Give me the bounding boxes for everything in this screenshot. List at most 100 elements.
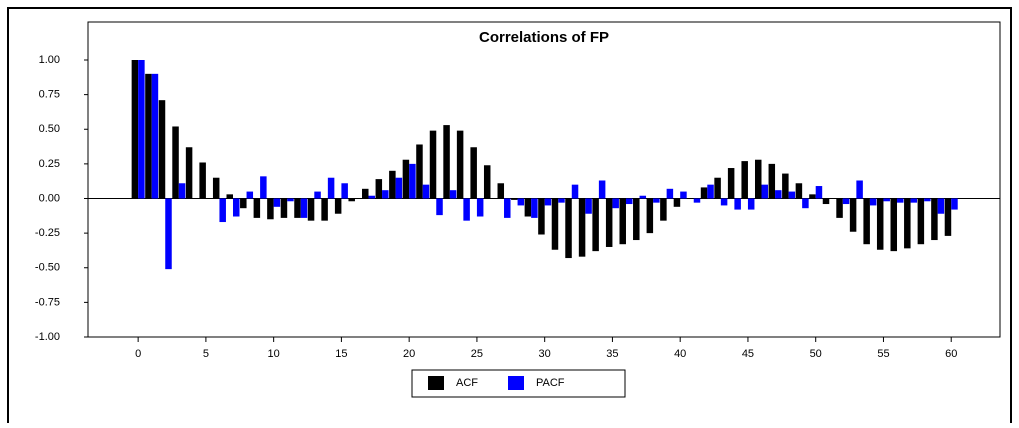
- bar: [565, 198, 572, 259]
- bar: [212, 177, 220, 199]
- bar: [463, 198, 470, 221]
- bar: [240, 198, 247, 209]
- bar: [524, 198, 532, 217]
- bar: [693, 198, 701, 203]
- bar: [917, 198, 925, 245]
- bar: [761, 184, 768, 199]
- x-tick-label: 55: [877, 348, 889, 360]
- bar: [951, 198, 958, 210]
- bar: [924, 198, 931, 202]
- bar: [660, 198, 667, 221]
- bar: [720, 198, 728, 206]
- bar: [294, 198, 301, 218]
- bar: [314, 191, 321, 199]
- bar: [876, 198, 884, 250]
- bar: [578, 198, 586, 257]
- x-tick-label: 0: [135, 348, 141, 360]
- bar: [856, 180, 863, 199]
- bar: [707, 184, 714, 199]
- x-tick-label: 20: [403, 348, 415, 360]
- y-tick-label: -0.25: [35, 227, 60, 239]
- bar: [592, 198, 599, 252]
- bar: [605, 198, 613, 247]
- plot-frame: [87, 21, 1001, 338]
- bar: [416, 144, 423, 199]
- bar: [517, 198, 525, 206]
- legend-label: PACF: [536, 377, 565, 389]
- y-tick-label: -0.75: [35, 296, 60, 308]
- bar: [185, 147, 193, 199]
- bar: [382, 190, 389, 199]
- bar: [795, 183, 803, 199]
- bar: [869, 198, 877, 206]
- bar: [273, 198, 281, 207]
- bar: [612, 198, 619, 209]
- bar: [389, 170, 396, 199]
- bar: [809, 194, 816, 199]
- bar: [544, 198, 552, 206]
- bar: [476, 198, 484, 217]
- bar: [585, 198, 592, 214]
- bar: [362, 188, 369, 199]
- bar: [429, 130, 437, 199]
- chart-title: Correlations of FP: [479, 29, 609, 46]
- bar: [741, 161, 748, 199]
- bar: [937, 198, 945, 214]
- bar: [782, 173, 789, 199]
- bar: [883, 198, 890, 202]
- bar: [470, 147, 477, 199]
- bar: [497, 183, 505, 199]
- bar: [551, 198, 559, 250]
- bar: [199, 162, 206, 199]
- bar: [815, 186, 823, 199]
- bar: [849, 198, 857, 232]
- bar: [910, 198, 918, 203]
- legend-swatch: [508, 376, 524, 390]
- bar: [341, 183, 348, 199]
- bar: [449, 190, 457, 199]
- bar: [348, 198, 355, 202]
- bar: [680, 191, 687, 199]
- bar: [287, 198, 294, 202]
- x-tick-label: 30: [539, 348, 551, 360]
- bar: [598, 180, 606, 199]
- bar: [246, 191, 254, 199]
- bar: [944, 198, 952, 236]
- bar: [138, 60, 145, 199]
- bar: [531, 198, 538, 218]
- legend-label: ACF: [456, 377, 478, 389]
- bar: [334, 198, 342, 214]
- y-tick-label: 0.25: [39, 158, 60, 170]
- bar: [666, 188, 674, 199]
- x-tick-label: 25: [471, 348, 483, 360]
- x-tick-label: 40: [674, 348, 686, 360]
- bar: [409, 163, 416, 199]
- bar: [158, 100, 166, 199]
- bar: [639, 195, 647, 199]
- bar: [422, 184, 430, 199]
- bar: [145, 73, 152, 199]
- bar: [842, 198, 850, 205]
- bar: [775, 190, 782, 199]
- bar: [511, 198, 518, 200]
- x-tick-label: 35: [606, 348, 618, 360]
- bar: [375, 179, 383, 199]
- x-tick-label: 10: [268, 348, 280, 360]
- bar: [307, 198, 315, 221]
- bar: [226, 194, 233, 199]
- bar: [165, 198, 172, 270]
- bar: [633, 198, 640, 241]
- y-tick-label: 0.75: [39, 89, 60, 101]
- bar: [558, 198, 565, 203]
- bar: [395, 177, 403, 199]
- bar: [931, 198, 938, 241]
- bar: [673, 198, 681, 207]
- bar: [172, 126, 179, 199]
- x-tick-label: 15: [335, 348, 347, 360]
- bar: [253, 198, 261, 218]
- bar: [483, 165, 491, 199]
- bar: [131, 60, 139, 199]
- bar: [456, 130, 464, 199]
